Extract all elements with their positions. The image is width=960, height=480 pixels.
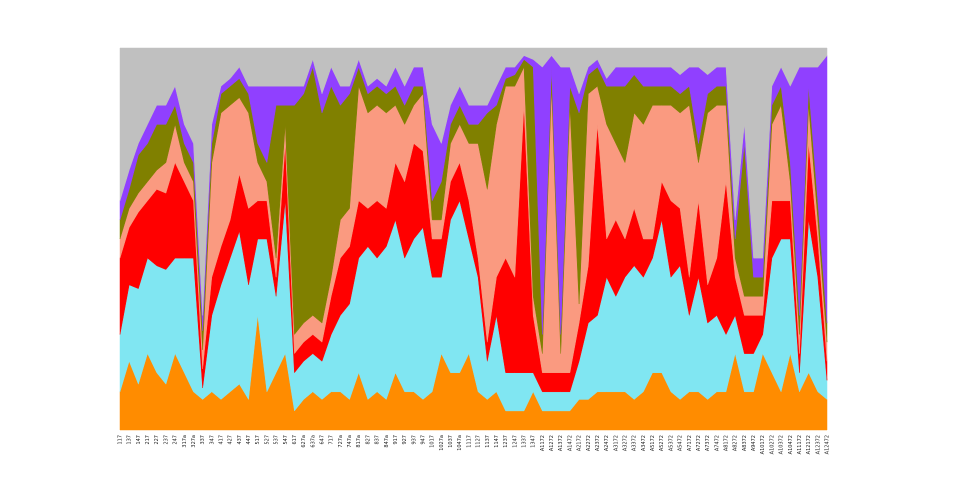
- x-tick-label: 137: [127, 435, 133, 445]
- x-tick-label: A3372: [632, 435, 638, 451]
- x-tick-label: A1472: [567, 435, 573, 451]
- x-tick-label: 727a: [338, 435, 344, 448]
- x-tick-label: 1147: [494, 435, 500, 448]
- x-tick-label: 347: [209, 435, 215, 445]
- x-tick-label: 927: [402, 435, 408, 445]
- x-tick-label: A11172: [797, 435, 803, 454]
- x-tick-label: 947: [421, 435, 427, 445]
- x-tick-label: 427: [228, 435, 234, 445]
- x-tick-label: 1337: [522, 435, 528, 448]
- x-tick-label: A3172: [613, 435, 619, 451]
- x-tick-label: A10372: [779, 435, 785, 454]
- x-tick-label: A8272: [733, 435, 739, 451]
- x-tick-label: A7272: [696, 435, 702, 451]
- x-tick-label: A12172: [806, 435, 812, 454]
- x-tick-label: 417: [219, 435, 225, 445]
- x-tick-label: 147: [136, 435, 142, 445]
- x-tick-label: A2372: [595, 435, 601, 451]
- x-tick-label: 1027a: [439, 435, 445, 451]
- x-tick-label: 317a: [182, 435, 188, 448]
- x-tick-label: 1037: [448, 435, 454, 448]
- x-tick-label: A9472: [751, 435, 757, 451]
- area: [119, 47, 828, 316]
- x-tick-label: 1347: [531, 435, 537, 448]
- x-tick-label: 1137: [485, 435, 491, 448]
- x-tick-label: 227: [154, 435, 160, 445]
- x-tick-label: 847a: [384, 435, 390, 448]
- x-tick-label: 517: [255, 435, 261, 445]
- x-tick-label: A10272: [769, 435, 775, 454]
- x-tick-label: A1172: [540, 435, 546, 451]
- x-tick-label: A12372: [815, 435, 821, 454]
- x-tick-label: 247: [173, 435, 179, 445]
- x-tick-label: 1047a: [457, 435, 463, 451]
- x-tick-label: 537: [274, 435, 280, 445]
- x-tick-label: 527: [264, 435, 270, 445]
- x-tick-label: A5472: [678, 435, 684, 451]
- x-tick-label: A3272: [623, 435, 629, 451]
- x-tick-label: 717: [329, 435, 335, 445]
- x-tick-label: 547: [283, 435, 289, 445]
- x-tick-label: 217: [145, 435, 151, 445]
- x-tick-label: A8172: [724, 435, 730, 451]
- x-tick-label: 747a: [347, 435, 353, 448]
- x-tick-label: A7172: [687, 435, 693, 451]
- x-tick-label: 817a: [356, 435, 362, 448]
- x-tick-label: A2172: [577, 435, 583, 451]
- x-tick-label: A2472: [604, 435, 610, 451]
- x-tick-label: A1272: [549, 435, 555, 451]
- x-tick-label: A8372: [742, 435, 748, 451]
- x-tick-label: 447: [246, 435, 252, 445]
- x-tick-label: 337: [200, 435, 206, 445]
- x-tick-label: A12472: [825, 435, 831, 454]
- x-tick-label: 937: [411, 435, 417, 445]
- x-tick-label: 237: [163, 435, 169, 445]
- x-tick-label: 647: [320, 435, 326, 445]
- x-tick-label: A10172: [760, 435, 766, 454]
- x-tick-label: 1247: [512, 435, 518, 448]
- x-tick-label: 1017: [430, 435, 436, 448]
- x-tick-label: 117: [118, 435, 124, 445]
- x-tick-label: A2272: [586, 435, 592, 451]
- x-tick-label: 1117: [466, 435, 472, 448]
- x-tick-label: 327a: [191, 435, 197, 448]
- x-tick-label: A7472: [714, 435, 720, 451]
- x-tick-label: A10472: [788, 435, 794, 454]
- x-tick-label: A3472: [641, 435, 647, 451]
- x-tick-label: 627a: [301, 435, 307, 448]
- x-tick-label: 637a: [310, 435, 316, 448]
- x-tick-label: A1372: [558, 435, 564, 451]
- x-tick-label: 617: [292, 435, 298, 445]
- x-tick-label: 437: [237, 435, 243, 445]
- x-tick-label: 837: [375, 435, 381, 445]
- x-tick-label: 917: [393, 435, 399, 445]
- x-tick-label: A5372: [668, 435, 674, 451]
- x-tick-label: 827: [365, 435, 371, 445]
- x-tick-label: A7372: [705, 435, 711, 451]
- x-tick-label: 1127: [476, 435, 482, 448]
- x-tick-label: 1237: [503, 435, 509, 448]
- x-tick-label: A5272: [659, 435, 665, 451]
- x-tick-label: A5172: [650, 435, 656, 451]
